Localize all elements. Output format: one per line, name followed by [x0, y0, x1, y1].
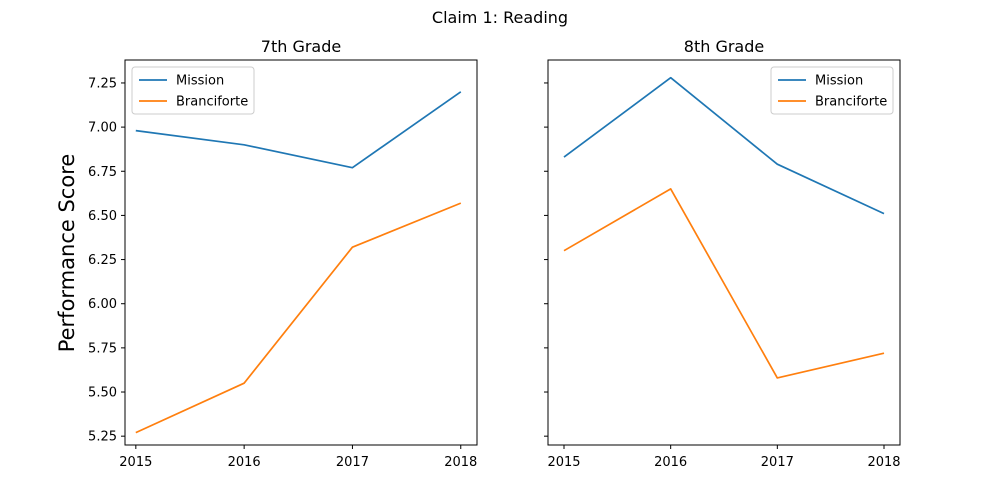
legend-label-branciforte: Branciforte: [176, 95, 248, 110]
y-tick-label: 7.00: [88, 121, 117, 136]
y-tick-label: 5.25: [88, 430, 117, 445]
legend-box: [770, 66, 894, 115]
chart-panel-1: 7th Grade 2015 2016 2017 2018 5.25 5.50 5.75 6.0…: [88, 37, 478, 470]
y-tick-label: 6.75: [88, 165, 117, 180]
x-tick-label: 2016: [228, 455, 261, 470]
panel-title: 8th Grade: [684, 37, 764, 56]
chart-panel-2: 8th Grade 2015 2016 2017 2018 Mission Brancifo…: [544, 37, 901, 470]
y-tick-label: 5.50: [88, 386, 117, 401]
y-axis-label: Performance Score: [55, 154, 79, 353]
figure-suptitle: Claim 1: Reading: [432, 8, 568, 27]
panel-title: 7th Grade: [261, 37, 341, 56]
y-tick-label: 6.25: [88, 253, 117, 268]
y-tick-label: 6.50: [88, 209, 117, 224]
series-line-mission: [135, 91, 462, 169]
legend: Mission Branciforte: [131, 66, 255, 115]
x-tick-label: 2017: [761, 455, 794, 470]
y-tick-label: 5.75: [88, 341, 117, 356]
legend-label-mission: Mission: [815, 74, 863, 89]
y-tick-label: 6.00: [88, 297, 117, 312]
x-tick-label: 2018: [867, 455, 900, 470]
x-tick-label: 2015: [547, 455, 580, 470]
x-tick-label: 2015: [119, 455, 152, 470]
series-line-mission: [563, 76, 885, 215]
x-tick-label: 2016: [654, 455, 687, 470]
axes-frame: [547, 59, 901, 446]
legend: Mission Branciforte: [770, 66, 894, 115]
legend-label-branciforte: Branciforte: [815, 95, 887, 110]
x-tick-label: 2017: [336, 455, 369, 470]
x-tick-label: 2018: [444, 455, 477, 470]
legend-label-mission: Mission: [176, 74, 224, 89]
legend-box: [131, 66, 255, 115]
series-line-branciforte: [563, 188, 885, 379]
axes-frame: [124, 59, 478, 446]
y-tick-label: 7.25: [88, 76, 117, 91]
chart-panels: 7th Grade 2015 2016 2017 2018 5.25 5.50 5.75 6.0…: [88, 37, 901, 470]
series-line-branciforte: [135, 202, 462, 434]
